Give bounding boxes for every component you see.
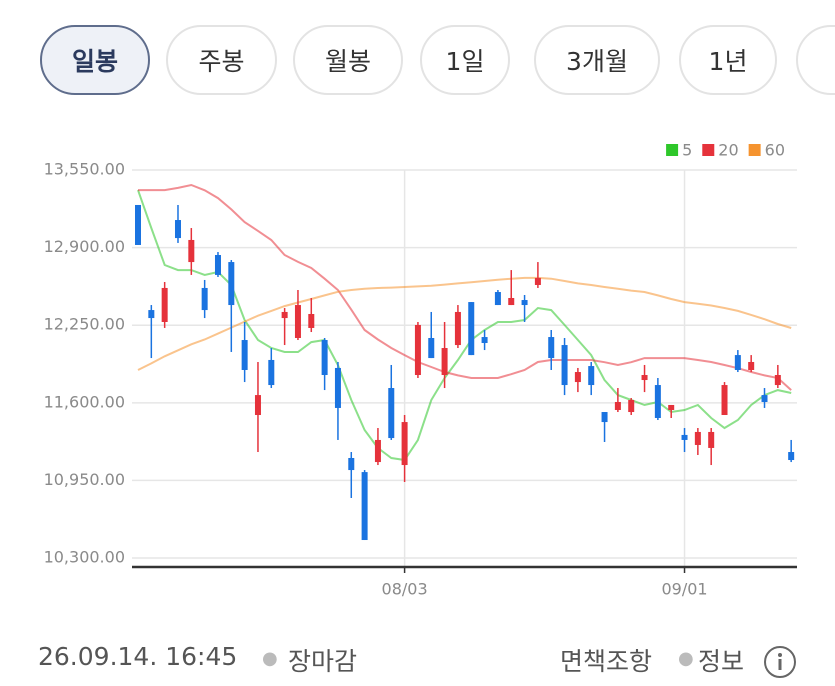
candle-body xyxy=(428,337,435,359)
y-tick-label: 10,950.00 xyxy=(44,470,125,489)
candle-body xyxy=(308,313,315,328)
moving-average-line xyxy=(137,189,792,462)
candle-body xyxy=(188,239,195,263)
candle-body xyxy=(228,262,235,306)
disclaimer-link[interactable]: 면책조항 xyxy=(560,647,653,676)
moving-average-line xyxy=(138,183,792,391)
candle-body xyxy=(748,361,755,370)
candle-body xyxy=(174,220,181,239)
info-icon[interactable] xyxy=(762,644,798,680)
y-tick-label: 12,250.00 xyxy=(44,315,125,334)
chart: 10,300.00 10,950.00 11,600.00 12,250.00 12,9… xyxy=(44,141,797,599)
period-tab[interactable]: 1일 xyxy=(420,25,510,95)
y-tick-label: 12,900.00 xyxy=(44,237,125,256)
candle-body xyxy=(508,297,515,306)
period-tab[interactable]: 주봉 xyxy=(166,25,277,95)
candle-body xyxy=(721,385,728,416)
period-tab[interactable]: 3개월 xyxy=(534,25,660,95)
y-tick-label: 11,600.00 xyxy=(44,392,125,411)
candle-body xyxy=(694,431,701,445)
market-status: 장마감 xyxy=(288,647,358,676)
candle-body xyxy=(774,375,781,386)
candle-body xyxy=(521,300,528,306)
candle-body xyxy=(654,385,661,418)
candle-body xyxy=(334,367,341,408)
legend-label: 60 xyxy=(765,141,785,160)
candle-body xyxy=(588,366,595,386)
candle-body xyxy=(668,404,675,410)
period-tab[interactable]: 월봉 xyxy=(293,25,403,95)
x-tick-label: 09/01 xyxy=(661,580,707,599)
candle-body xyxy=(601,412,608,423)
separator: ● xyxy=(678,648,694,669)
candle-body xyxy=(401,422,408,466)
y-tick-label: 10,300.00 xyxy=(44,548,125,567)
candle-body xyxy=(494,292,501,306)
legend-swatch xyxy=(748,144,761,156)
candle-body xyxy=(481,337,488,344)
moving-average-line xyxy=(137,276,792,371)
candle-body xyxy=(241,340,248,370)
candle-body xyxy=(361,472,368,541)
candle-body xyxy=(254,395,261,416)
candle-body xyxy=(214,255,221,275)
legend-swatch xyxy=(666,144,679,156)
candle-body xyxy=(614,401,621,410)
candle-body xyxy=(321,340,328,376)
timestamp: 26.09.14. 16:45 xyxy=(38,642,238,671)
candle-body xyxy=(761,395,768,402)
candle-body xyxy=(294,305,301,338)
period-tab[interactable]: 일봉 xyxy=(40,25,150,95)
legend-swatch xyxy=(702,144,715,156)
separator: ● xyxy=(262,648,278,669)
candle-body xyxy=(135,204,141,245)
candle-body xyxy=(161,287,168,322)
candle-body xyxy=(348,457,355,471)
candle-body xyxy=(574,372,581,383)
y-tick-label: 13,550.00 xyxy=(44,160,125,179)
candle-body xyxy=(561,345,568,386)
candle-body xyxy=(468,302,475,356)
candle-body xyxy=(628,399,635,413)
candle-body xyxy=(268,359,275,386)
candle-body xyxy=(281,311,288,319)
candle-body xyxy=(374,439,381,463)
candle-body xyxy=(454,311,461,346)
legend-label: 5 xyxy=(682,141,692,160)
candle-body xyxy=(534,277,541,285)
legend-label: 20 xyxy=(718,141,738,160)
info-link[interactable]: 정보 xyxy=(698,647,745,676)
candle-body xyxy=(201,287,208,311)
candle-body xyxy=(681,434,688,440)
candle-body xyxy=(414,324,421,376)
candle-body xyxy=(148,310,155,319)
candle-body xyxy=(388,388,395,439)
period-tabs: 일봉주봉월봉1일3개월1년3 xyxy=(0,25,835,99)
candle-body xyxy=(441,348,448,376)
footer: 26.09.14. 16:45 ● 장마감 면책조항 ● 정보 xyxy=(0,636,835,680)
candle-body xyxy=(788,452,795,461)
candle-body xyxy=(734,355,741,370)
candle-body xyxy=(708,431,715,448)
candle-body xyxy=(548,337,555,359)
period-tab[interactable]: 1년 xyxy=(679,25,777,95)
candle-body xyxy=(641,375,648,381)
x-tick-label: 08/03 xyxy=(382,580,428,599)
